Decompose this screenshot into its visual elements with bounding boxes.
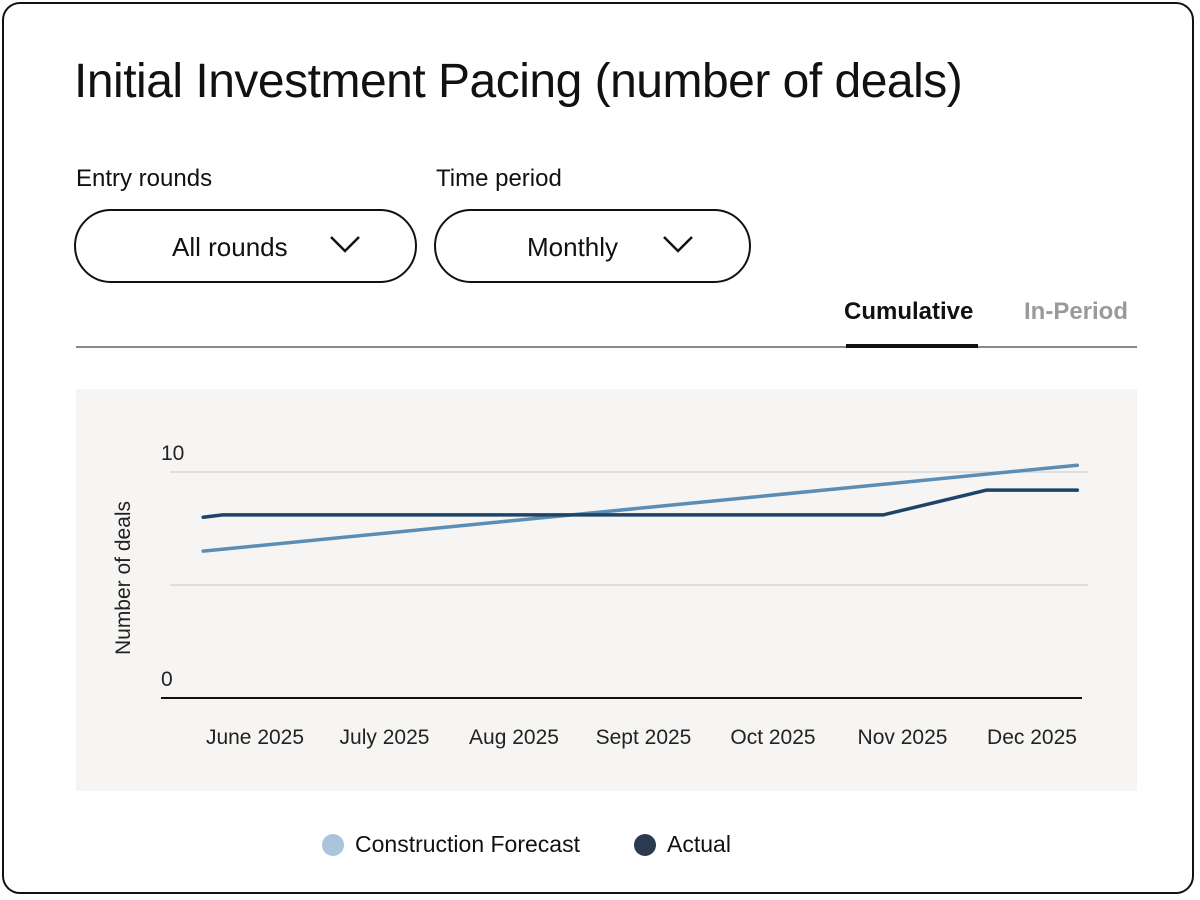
time-period-value: Monthly	[527, 232, 619, 262]
line-chart: 10 0 Number of deals June 2025 July 2025 Aug …	[112, 442, 1088, 749]
actual-line	[201, 488, 1080, 519]
chart-area	[76, 389, 1137, 791]
legend-swatch-forecast	[322, 833, 344, 856]
x-tick-label: Sept 2025	[596, 726, 692, 749]
legend-item-actual: Actual	[634, 831, 731, 857]
y-tick-label-max: 10	[161, 442, 184, 465]
entry-rounds-value: All rounds	[172, 232, 288, 262]
legend-swatch-actual	[634, 833, 656, 856]
x-tick-label: Oct 2025	[730, 726, 815, 749]
x-tick-label: Aug 2025	[469, 726, 559, 749]
time-period-select[interactable]: Monthly	[434, 209, 751, 283]
time-period-label: Time period	[436, 165, 562, 192]
chevron-down-icon	[330, 236, 360, 253]
tab-divider	[76, 346, 1137, 348]
x-tick-label: Dec 2025	[987, 726, 1077, 749]
legend-label-actual: Actual	[667, 831, 731, 857]
legend-label-forecast: Construction Forecast	[355, 831, 580, 857]
y-axis-title: Number of deals	[112, 501, 135, 655]
forecast-line	[201, 463, 1080, 553]
active-tab-indicator	[846, 344, 978, 348]
entry-rounds-label: Entry rounds	[76, 165, 213, 192]
x-tick-label: July 2025	[340, 726, 430, 749]
tab-cumulative[interactable]: Cumulative	[844, 298, 974, 325]
page-title: Initial Investment Pacing (number of dea…	[74, 55, 963, 108]
tab-in-period[interactable]: In-Period	[1024, 298, 1129, 325]
x-tick-label: Nov 2025	[858, 726, 948, 749]
x-tick-label: June 2025	[206, 726, 304, 749]
y-tick-label-min: 0	[161, 668, 173, 691]
legend-item-forecast: Construction Forecast	[322, 831, 580, 857]
chevron-down-icon	[663, 236, 693, 253]
entry-rounds-select[interactable]: All rounds	[74, 209, 417, 283]
